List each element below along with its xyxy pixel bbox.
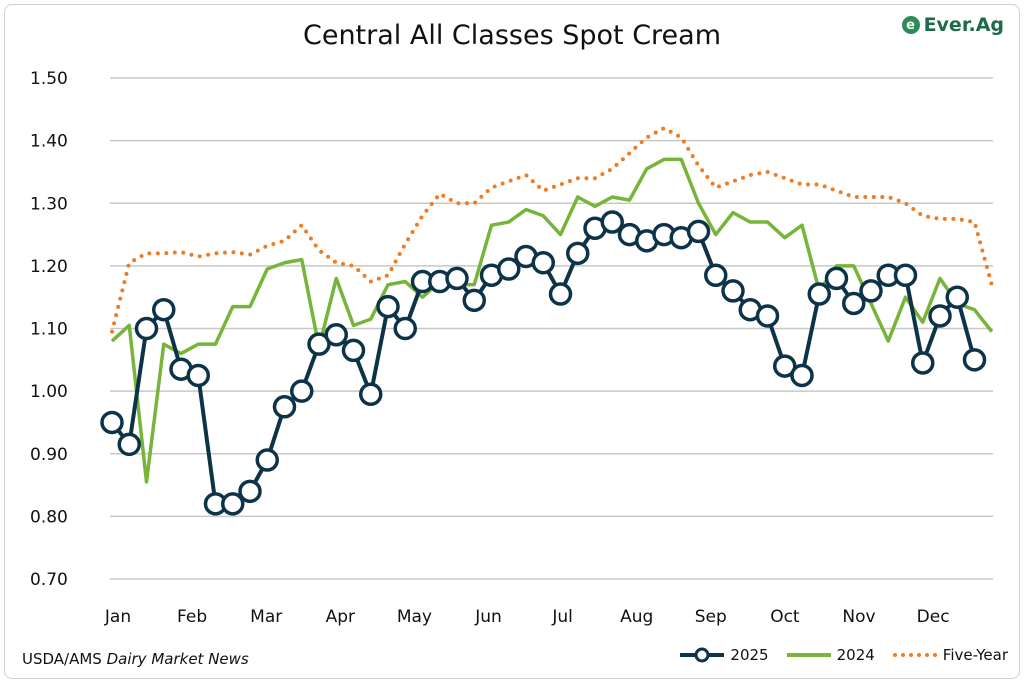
x-tick-label: Oct (770, 607, 800, 627)
data-point-2025 (134, 316, 159, 341)
y-tick-label: 1.10 (30, 320, 68, 340)
x-tick-label: Mar (250, 607, 282, 627)
data-point-2025 (962, 348, 987, 372)
data-point-2025 (341, 338, 366, 363)
legend-dotted-line-icon (892, 653, 937, 657)
data-point-2025 (324, 323, 348, 347)
data-point-2025 (704, 263, 728, 288)
data-point-2025 (497, 257, 521, 281)
data-point-2025 (790, 363, 814, 388)
x-tick-label: Apr (326, 607, 355, 627)
x-tick-label: Jan (104, 607, 131, 627)
data-point-2025 (462, 288, 486, 313)
legend-item-2025: 2025 (680, 646, 769, 664)
data-point-2025 (238, 479, 262, 504)
legend: 2025 2024 Five-Year (680, 646, 1008, 664)
data-point-2025 (945, 285, 969, 309)
data-point-2025 (548, 282, 573, 306)
data-point-2025 (686, 219, 711, 244)
data-point-2025 (566, 241, 590, 266)
legend-label: 2024 (836, 646, 875, 664)
source-italic: Dairy Market News (106, 650, 249, 668)
data-point-2025 (531, 250, 555, 275)
data-point-2025 (893, 263, 918, 288)
legend-line-icon (786, 653, 831, 657)
data-point-2025 (221, 492, 245, 516)
y-tick-label: 0.90 (30, 445, 68, 465)
data-point-2025 (186, 363, 210, 388)
data-point-2025 (445, 266, 469, 291)
data-point-2025 (290, 379, 314, 403)
data-point-2025 (100, 410, 124, 435)
x-tick-label: Feb (177, 607, 207, 627)
y-tick-label: 1.40 (30, 132, 68, 152)
data-point-2025 (255, 448, 279, 472)
series-line-2024 (110, 157, 994, 484)
ever-ag-logo: e Ever.Ag (901, 14, 1004, 36)
data-point-2025 (721, 279, 745, 303)
logo-text: Ever.Ag (923, 14, 1004, 36)
legend-item-2024: 2024 (786, 646, 875, 664)
legend-label: 2025 (730, 646, 769, 664)
data-point-2025 (272, 395, 297, 419)
data-point-2025 (928, 304, 952, 328)
data-point-2025 (117, 432, 141, 457)
logo-mark-icon: e (901, 16, 920, 34)
x-tick-label: May (397, 607, 432, 627)
x-tick-label: Jun (474, 607, 502, 627)
series-line-five-year (110, 126, 994, 334)
data-point-2025 (755, 304, 780, 328)
data-point-2025 (152, 297, 176, 322)
data-point-2025 (842, 291, 866, 316)
x-tick-label: Dec (917, 607, 950, 627)
y-tick-label: 1.00 (30, 382, 68, 402)
data-point-2025 (773, 354, 797, 378)
data-point-2025 (807, 282, 831, 306)
y-tick-label: 1.30 (30, 194, 68, 214)
y-tick-label: 0.80 (30, 507, 68, 527)
data-point-2025 (600, 210, 624, 234)
source-note: USDA/AMS Dairy Market News (22, 650, 249, 668)
y-tick-label: 1.50 (30, 69, 68, 89)
data-point-2025 (376, 294, 400, 319)
data-point-2025 (359, 382, 383, 407)
chart-title: Central All Classes Spot Cream (302, 20, 722, 51)
y-tick-label: 1.20 (30, 257, 68, 277)
x-tick-label: Sep (695, 607, 727, 627)
data-point-2025 (393, 316, 417, 341)
legend-marker-line-circle-icon (680, 647, 725, 663)
data-point-2025 (911, 351, 935, 375)
y-tick-label: 0.70 (30, 570, 68, 590)
chart-frame (4, 4, 1020, 679)
data-point-2025 (307, 332, 331, 356)
x-tick-label: Aug (620, 607, 653, 627)
legend-item-five-year: Five-Year (892, 646, 1008, 664)
source-prefix: USDA/AMS (22, 650, 102, 668)
x-tick-label: Jul (551, 607, 573, 627)
legend-label: Five-Year (942, 646, 1008, 664)
x-tick-label: Nov (842, 607, 875, 627)
data-point-2025 (824, 266, 849, 291)
data-point-2025 (859, 279, 883, 303)
